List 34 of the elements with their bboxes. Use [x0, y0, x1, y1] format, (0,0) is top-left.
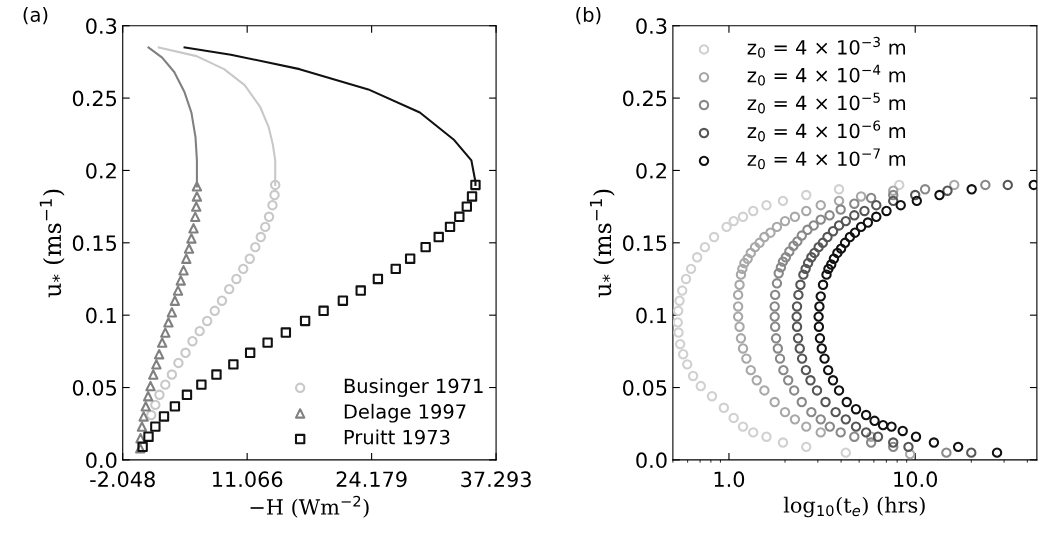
y-tick-label: 0.2 — [636, 162, 666, 179]
legend-label: Pruitt 1973 — [344, 429, 450, 445]
y-tick-label: 0.0 — [86, 452, 117, 469]
x-tick-label: 37.293 — [461, 471, 531, 488]
y-axis-title: u$_{*}$ (ms$^{−1}$) — [39, 189, 65, 298]
x-axis-title: −H (Wm$^{−2}$) — [250, 495, 369, 518]
y-tick-label: 0.1 — [86, 307, 116, 324]
text: (a) — [23, 6, 48, 25]
y-tick-label: 0.05 — [72, 379, 117, 396]
legend-label: z$_{0}$ = 4 × 10$^{−3}$ m — [747, 36, 906, 58]
x-axis-title: log$_{10}$(t$_{e}$) (hrs) — [783, 496, 925, 518]
y-tick-label: 0.1 — [636, 307, 667, 324]
y-tick-label: 0.0 — [636, 452, 667, 469]
x-tick-label: 24.179 — [336, 471, 407, 488]
y-tick-label: 0.25 — [623, 90, 667, 107]
x-tick-label: 11.066 — [213, 471, 283, 488]
y-tick-label: 0.3 — [86, 18, 117, 34]
legend-label: z$_{0}$ = 4 × 10$^{−4}$ m — [747, 64, 906, 86]
y-tick-label: 0.15 — [72, 235, 117, 252]
legend-label: z$_{0}$ = 4 × 10$^{−7}$ m — [747, 148, 906, 170]
legend-label: z$_{0}$ = 4 × 10$^{−5}$ m — [747, 92, 906, 114]
x-tick-label: 10.0 — [894, 471, 938, 488]
y-tick-label: 0.2 — [86, 162, 116, 179]
legend-label: Businger 1971 — [344, 378, 483, 397]
text: (b) — [576, 6, 601, 25]
legend-label: z$_{0}$ = 4 × 10$^{−6}$ m — [747, 120, 906, 142]
x-tick-label: -2.048 — [90, 471, 155, 488]
y-tick-label: 0.15 — [623, 235, 667, 252]
y-axis-title: u$_{*}$ (ms$^{−1}$) — [589, 189, 615, 298]
x-tick-label: 1.0 — [714, 471, 745, 488]
y-tick-label: 0.3 — [636, 18, 667, 34]
legend-label: Delage 1997 — [344, 403, 466, 423]
y-tick-label: 0.25 — [72, 90, 117, 107]
y-tick-label: 0.05 — [623, 379, 667, 396]
